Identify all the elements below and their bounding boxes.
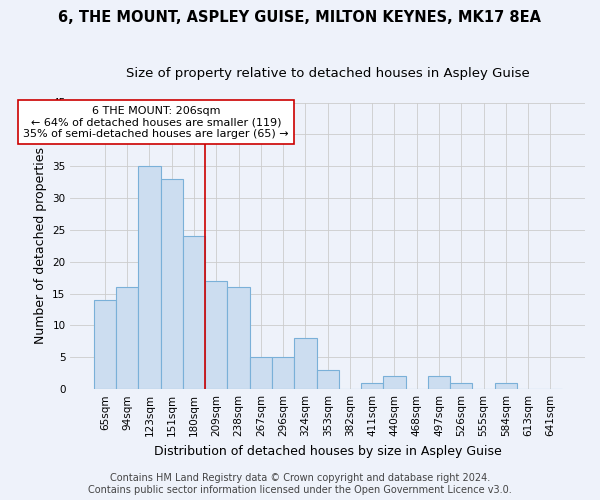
X-axis label: Distribution of detached houses by size in Aspley Guise: Distribution of detached houses by size …: [154, 444, 502, 458]
Bar: [183, 236, 205, 389]
Bar: [138, 166, 161, 389]
Bar: [428, 376, 450, 389]
Title: Size of property relative to detached houses in Aspley Guise: Size of property relative to detached ho…: [126, 68, 530, 80]
Bar: [161, 179, 183, 389]
Text: 6 THE MOUNT: 206sqm
← 64% of detached houses are smaller (119)
35% of semi-detac: 6 THE MOUNT: 206sqm ← 64% of detached ho…: [23, 106, 289, 139]
Bar: [116, 287, 138, 389]
Bar: [272, 358, 294, 389]
Bar: [94, 300, 116, 389]
Bar: [205, 281, 227, 389]
Bar: [495, 383, 517, 389]
Bar: [294, 338, 317, 389]
Bar: [317, 370, 339, 389]
Bar: [361, 383, 383, 389]
Text: 6, THE MOUNT, ASPLEY GUISE, MILTON KEYNES, MK17 8EA: 6, THE MOUNT, ASPLEY GUISE, MILTON KEYNE…: [59, 10, 542, 25]
Bar: [450, 383, 472, 389]
Bar: [227, 287, 250, 389]
Bar: [250, 358, 272, 389]
Bar: [383, 376, 406, 389]
Y-axis label: Number of detached properties: Number of detached properties: [34, 148, 47, 344]
Text: Contains HM Land Registry data © Crown copyright and database right 2024.
Contai: Contains HM Land Registry data © Crown c…: [88, 474, 512, 495]
